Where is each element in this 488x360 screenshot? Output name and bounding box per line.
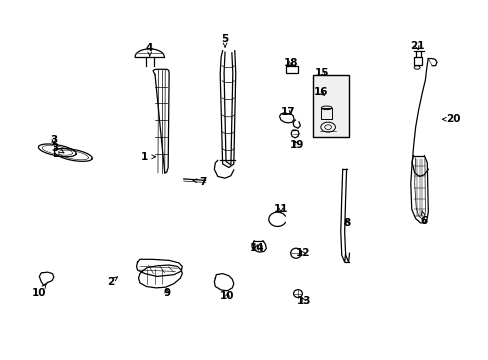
- Text: 5: 5: [221, 34, 228, 47]
- Text: 15: 15: [314, 68, 329, 78]
- Text: 12: 12: [295, 248, 309, 258]
- Text: 6: 6: [420, 211, 427, 226]
- Bar: [285, 66, 297, 73]
- Text: 14: 14: [249, 243, 264, 253]
- Text: 7: 7: [193, 177, 206, 187]
- Text: 9: 9: [163, 288, 170, 297]
- Text: 2: 2: [107, 277, 117, 287]
- Text: 8: 8: [342, 218, 349, 228]
- Text: 13: 13: [296, 296, 310, 306]
- Text: 3: 3: [51, 143, 64, 153]
- Text: 19: 19: [289, 140, 304, 150]
- Text: 3: 3: [50, 135, 58, 145]
- Bar: [312, 75, 348, 137]
- Bar: [413, 57, 422, 65]
- Text: 17: 17: [281, 107, 295, 117]
- Bar: [321, 108, 331, 118]
- Text: 20: 20: [442, 114, 460, 124]
- Bar: [312, 75, 348, 137]
- Text: 10: 10: [220, 291, 234, 301]
- Text: 1: 1: [141, 152, 155, 162]
- Text: 10: 10: [32, 284, 46, 297]
- Text: 18: 18: [284, 58, 298, 68]
- Text: 16: 16: [313, 87, 328, 98]
- Text: 11: 11: [273, 203, 287, 213]
- Text: 4: 4: [146, 43, 153, 56]
- Text: 21: 21: [409, 41, 424, 51]
